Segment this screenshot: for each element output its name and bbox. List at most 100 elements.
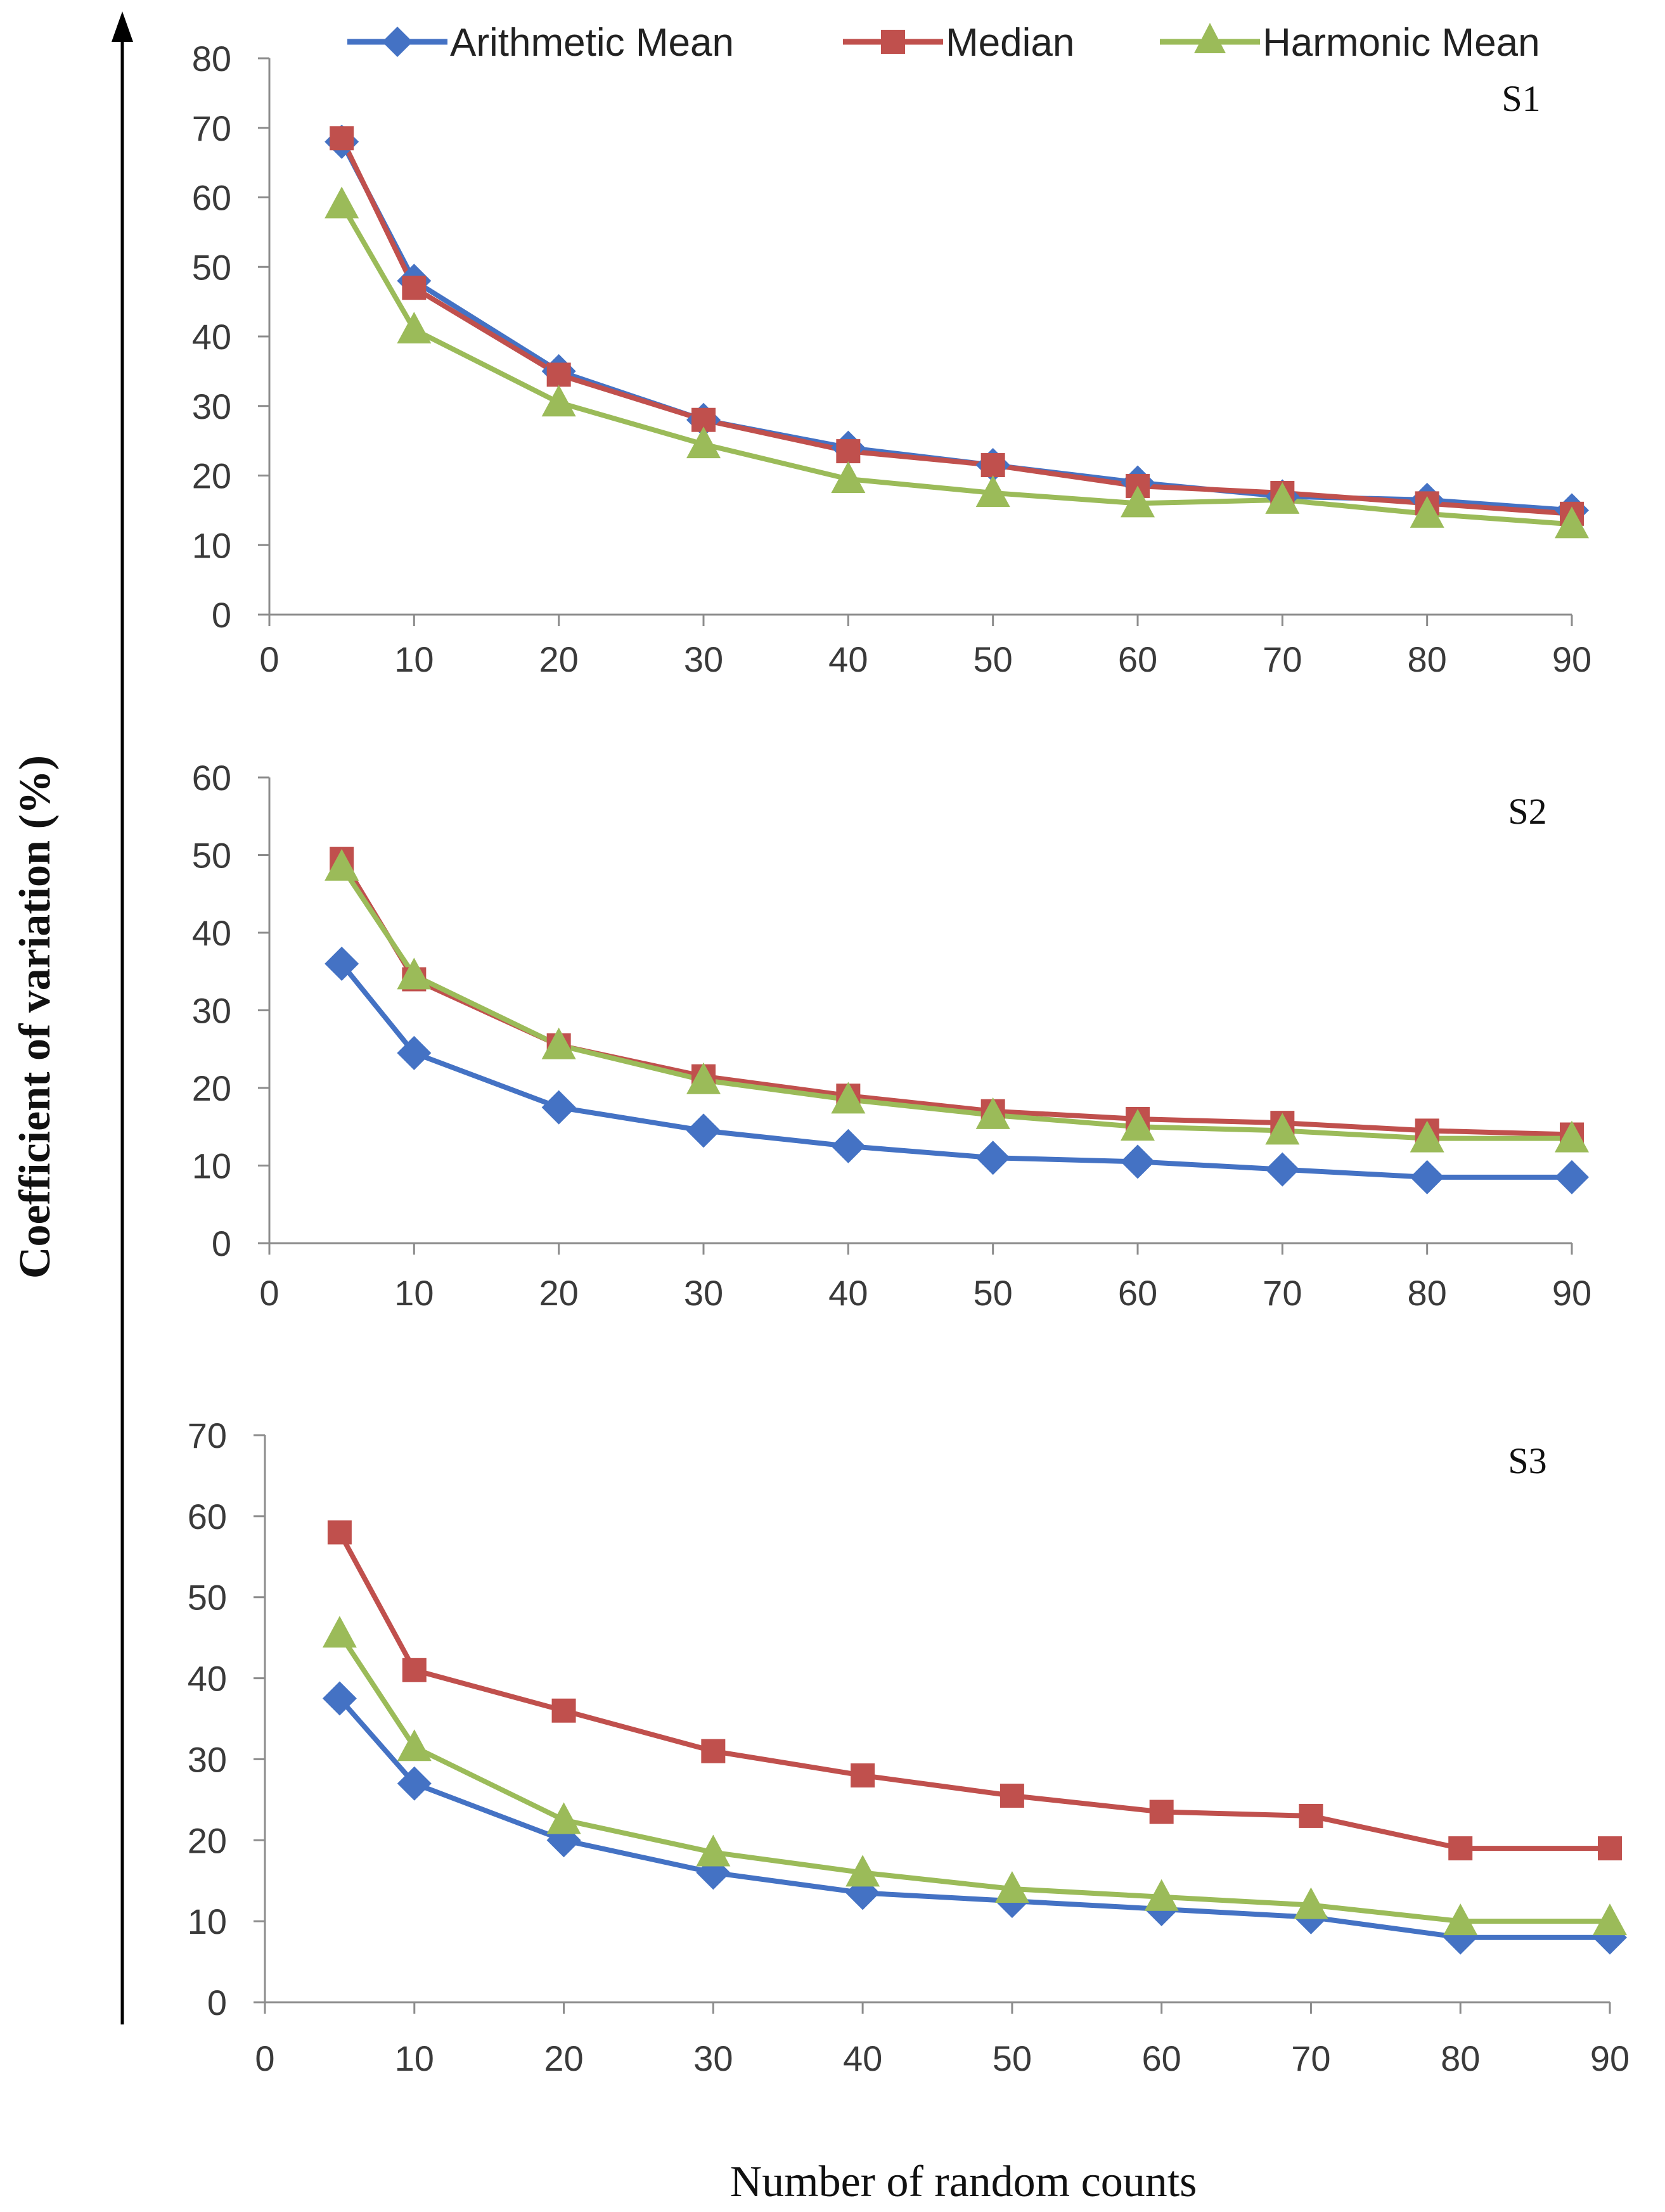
- data-point-harmonic-mean: [1121, 1109, 1155, 1141]
- data-point-arithmetic-mean: [1265, 1152, 1300, 1187]
- x-tick-label: 40: [828, 639, 868, 679]
- x-tick-label: 10: [394, 639, 434, 679]
- data-point-harmonic-mean: [325, 848, 359, 881]
- panel-s2: 0 10 20 30 40 50 60 0 10 20 30 40 50 60 70 80 90 S2: [192, 758, 1591, 1313]
- series-markers-arithmetic-mean: [325, 124, 1589, 528]
- data-point-harmonic-mean: [397, 957, 432, 990]
- y-tick-label: 10: [188, 1902, 227, 1941]
- x-tick-label: 80: [1408, 1273, 1447, 1313]
- y-tick-label: 10: [192, 525, 231, 565]
- series-line-harmonic-mean: [339, 201, 1574, 527]
- legend-item-harmonic-mean: Harmonic Mean: [1160, 21, 1540, 65]
- data-point-harmonic-mean: [541, 385, 576, 417]
- data-point-arithmetic-mean: [686, 1113, 721, 1148]
- x-tick-label: 40: [843, 2038, 882, 2078]
- data-point-median: [836, 439, 861, 464]
- data-point-harmonic-mean: [686, 1062, 721, 1094]
- y-tick-label: 30: [192, 991, 231, 1031]
- series-markers-arithmetic-mean: [325, 947, 1589, 1194]
- data-point-harmonic-mean: [975, 475, 1010, 507]
- y-tick-label: 50: [188, 1578, 227, 1618]
- series-line-median: [337, 1530, 1612, 1851]
- y-arrow: [112, 11, 133, 2024]
- panel-label: S3: [1508, 1440, 1546, 1481]
- x-tick-label: 70: [1263, 639, 1302, 679]
- data-point-median: [546, 362, 571, 387]
- x-tick-label: 10: [394, 1273, 434, 1313]
- data-point-median: [1000, 1783, 1024, 1808]
- x-axis-title: Number of random counts: [730, 2158, 1197, 2206]
- legend: Arithmetic Mean Median Harmonic Mean: [347, 21, 1540, 65]
- series-line-median: [339, 136, 1574, 516]
- y-tick-label: 60: [192, 758, 231, 798]
- data-point-arithmetic-mean: [397, 1766, 432, 1801]
- series-markers-median: [330, 847, 1584, 1147]
- data-point-harmonic-mean: [397, 312, 432, 344]
- data-point-harmonic-mean: [1121, 485, 1155, 518]
- data-point-arithmetic-mean: [541, 1090, 576, 1125]
- data-point-arithmetic-mean: [1410, 1160, 1444, 1194]
- x-tick-label: 30: [693, 2038, 733, 2078]
- legend-marker-arithmetic-mean: [382, 26, 413, 58]
- data-point-harmonic-mean: [325, 186, 359, 219]
- x-tick-label: 20: [544, 2038, 583, 2078]
- series-markers-harmonic-mean: [325, 186, 1589, 539]
- data-point-harmonic-mean: [975, 1097, 1010, 1129]
- x-tick-label: 70: [1263, 1273, 1302, 1313]
- y-tick-label: 20: [192, 1068, 231, 1108]
- series-markers-median: [327, 1520, 1622, 1861]
- data-point-harmonic-mean: [1265, 482, 1300, 514]
- series-line-harmonic-mean: [337, 1631, 1612, 1924]
- data-point-median: [402, 1658, 427, 1682]
- data-point-arithmetic-mean: [1555, 1160, 1589, 1194]
- data-point-harmonic-mean: [541, 1027, 576, 1059]
- data-point-arithmetic-mean: [397, 1035, 432, 1070]
- data-point-median: [1448, 1836, 1473, 1861]
- y-tick-label: 50: [192, 247, 231, 287]
- x-tick-label: 0: [259, 639, 279, 679]
- data-point-median: [327, 1520, 352, 1545]
- series-line-harmonic-mean: [339, 864, 1574, 1141]
- data-point-harmonic-mean: [1555, 506, 1589, 539]
- y-tick-label: 50: [192, 836, 231, 876]
- y-tick-label: 60: [188, 1497, 227, 1537]
- y-tick-label: 0: [212, 1224, 231, 1263]
- data-point-harmonic-mean: [994, 1871, 1029, 1903]
- data-point-median: [1299, 1803, 1323, 1828]
- data-point-median: [701, 1739, 726, 1763]
- y-tick-label: 60: [192, 178, 231, 218]
- x-tick-label: 0: [259, 1273, 279, 1313]
- data-point-median: [980, 453, 1005, 478]
- y-tick-label: 10: [192, 1146, 231, 1186]
- data-point-harmonic-mean: [1410, 495, 1444, 528]
- x-tick-label: 10: [395, 2038, 434, 2078]
- data-point-arithmetic-mean: [975, 1141, 1010, 1175]
- x-tick-label: 30: [684, 639, 723, 679]
- data-point-harmonic-mean: [1410, 1120, 1444, 1153]
- y-tick-label: 70: [192, 108, 231, 148]
- panel-s3: 0 10 20 30 40 50 60 70 0 10 20 30 40 50 60 70 80 90 S3: [188, 1416, 1630, 2078]
- y-tick-label: 0: [212, 595, 231, 635]
- legend-item-median: Median: [843, 21, 1074, 65]
- series-line-arithmetic-mean: [337, 1696, 1612, 1940]
- x-tick-label: 50: [974, 1273, 1013, 1313]
- data-point-harmonic-mean: [696, 1834, 731, 1867]
- panel-label: S1: [1501, 78, 1540, 119]
- series-line-arithmetic-mean: [339, 139, 1574, 513]
- data-point-median: [1598, 1836, 1622, 1861]
- x-tick-label: 60: [1118, 639, 1157, 679]
- x-tick-label: 20: [539, 1273, 579, 1313]
- x-tick-label: 80: [1408, 639, 1447, 679]
- x-tick-label: 90: [1552, 1273, 1591, 1313]
- x-tick-label: 60: [1142, 2038, 1181, 2078]
- series-markers-harmonic-mean: [322, 1616, 1627, 1936]
- y-tick-label: 30: [188, 1739, 227, 1779]
- data-point-median: [402, 276, 427, 300]
- y-tick-label: 30: [192, 387, 231, 426]
- panel-s1: 0 10 20 30 40 50 60 70 80 0 10 20 30 40 50 60 70 80 90 S1: [192, 39, 1591, 679]
- legend-marker-harmonic-mean: [1194, 23, 1226, 53]
- y-tick-label: 40: [192, 317, 231, 357]
- y-tick-label: 80: [192, 39, 231, 79]
- data-point-arithmetic-mean: [325, 947, 359, 981]
